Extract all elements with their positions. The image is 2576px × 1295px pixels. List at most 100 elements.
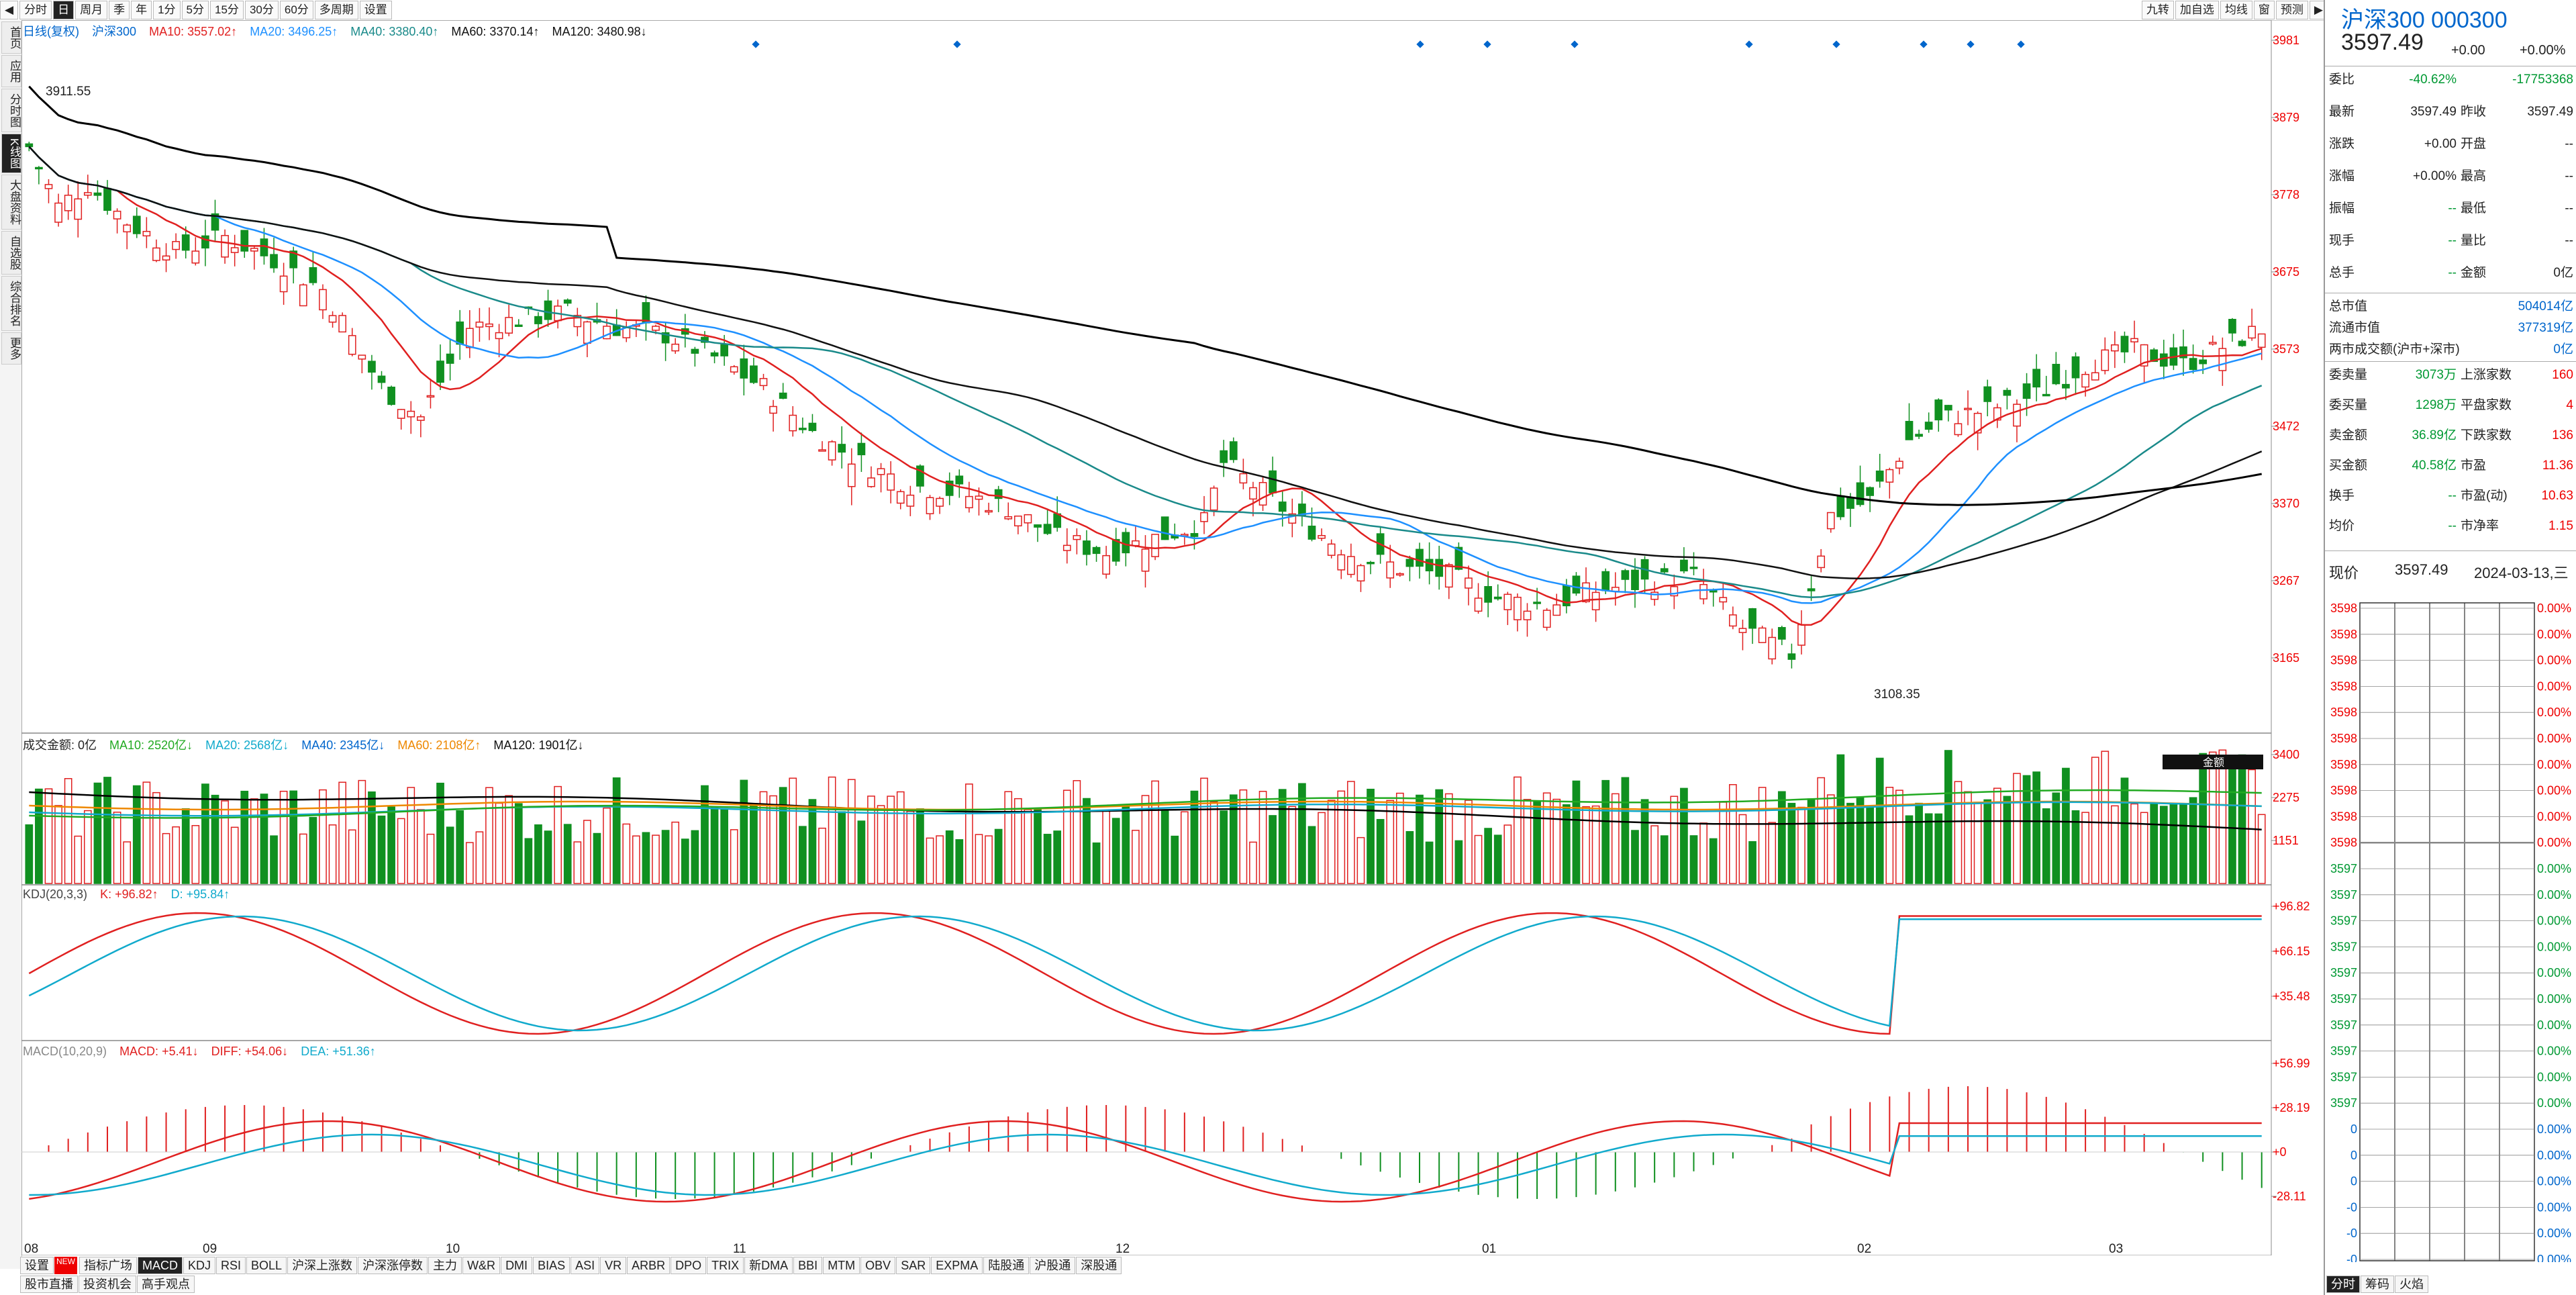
indicator-tab-6[interactable]: 沪深上涨数 bbox=[287, 1257, 358, 1274]
quote-row: 委买量 1298万 平盘家数 4 bbox=[2329, 395, 2573, 416]
toolbar-right-btn-4[interactable]: 预测 bbox=[2275, 1, 2308, 19]
candle-body bbox=[2150, 349, 2159, 363]
indicator-tab-14[interactable]: ARBR bbox=[627, 1257, 671, 1274]
candle-body bbox=[1318, 534, 1326, 539]
period-btn-5[interactable]: 1分 bbox=[153, 1, 181, 19]
quote-label: 涨幅 bbox=[2329, 169, 2355, 183]
candle-body bbox=[994, 489, 1003, 499]
indicator-tab-9[interactable]: W&R bbox=[462, 1257, 501, 1274]
left-nav-item-1[interactable]: 应用 bbox=[1, 55, 21, 87]
info-tab-0[interactable]: 股市直播 bbox=[20, 1276, 78, 1293]
mini-left-label: 3597 bbox=[2330, 1018, 2357, 1032]
intraday-mini-chart[interactable]: 3598 0.00% 3598 0.00% 3598 0.00% 3598 0.00% 3598… bbox=[2325, 591, 2576, 1262]
period-btn-4[interactable]: 年 bbox=[131, 1, 152, 19]
indicator-tab-1[interactable]: 指标广场 bbox=[79, 1257, 137, 1274]
macd-diff-line bbox=[29, 1120, 2262, 1203]
quote-label-2: 最低 bbox=[2461, 201, 2487, 215]
quote-value-2: -- bbox=[2565, 234, 2573, 248]
info-tab-1[interactable]: 投资机会 bbox=[79, 1276, 136, 1293]
volume-bar bbox=[407, 787, 415, 884]
left-nav-item-3[interactable]: K线图 bbox=[1, 134, 21, 174]
indicator-tab-13[interactable]: VR bbox=[600, 1257, 627, 1274]
period-btn-9[interactable]: 60分 bbox=[279, 1, 313, 19]
mini-tab-0[interactable]: 分时 bbox=[2326, 1276, 2360, 1293]
indicator-tab-22[interactable]: EXPMA bbox=[931, 1257, 983, 1274]
toolbar-back-icon[interactable]: ◀ bbox=[0, 1, 19, 19]
volume-bar bbox=[1209, 801, 1218, 884]
indicator-tab-5[interactable]: BOLL bbox=[246, 1257, 287, 1274]
indicator-tab-4[interactable]: RSI bbox=[216, 1257, 246, 1274]
volume-bar bbox=[1454, 840, 1463, 884]
indicator-tab-18[interactable]: BBI bbox=[793, 1257, 823, 1274]
mini-tab-1[interactable]: 筹码 bbox=[2361, 1276, 2394, 1293]
candle-body bbox=[2003, 389, 2012, 396]
indicator-tab-15[interactable]: DPO bbox=[671, 1257, 707, 1274]
mini-left-label: 3597 bbox=[2330, 888, 2357, 902]
volume-bar bbox=[691, 830, 699, 884]
quote-value-2: 4 bbox=[2566, 398, 2573, 412]
mini-right-label: 0.00% bbox=[2537, 1227, 2571, 1240]
volume-bar bbox=[152, 792, 160, 884]
period-btn-7[interactable]: 15分 bbox=[210, 1, 244, 19]
indicator-tab-7[interactable]: 沪深涨停数 bbox=[358, 1257, 428, 1274]
x-axis-label: 12 bbox=[1116, 1242, 1130, 1255]
period-btn-10[interactable]: 多周期 bbox=[314, 1, 358, 19]
indicator-tab-11[interactable]: BIAS bbox=[533, 1257, 571, 1274]
period-btn-6[interactable]: 5分 bbox=[181, 1, 209, 19]
period-btn-8[interactable]: 30分 bbox=[244, 1, 279, 19]
info-tab-2[interactable]: 高手观点 bbox=[137, 1276, 195, 1293]
indicator-tab-24[interactable]: 沪股通 bbox=[1030, 1257, 1076, 1274]
indicator-tab-10[interactable]: DMI bbox=[501, 1257, 533, 1274]
indicator-tab-0[interactable]: 设置 bbox=[20, 1257, 54, 1274]
indicator-tab-19[interactable]: MTM bbox=[823, 1257, 860, 1274]
quote-value-2: -- bbox=[2565, 137, 2573, 151]
candle-body bbox=[867, 477, 875, 487]
period-btn-2[interactable]: 周月 bbox=[75, 1, 108, 19]
period-btn-3[interactable]: 季 bbox=[109, 1, 130, 19]
indicator-tab-12[interactable]: ASI bbox=[571, 1257, 600, 1274]
volume-bar bbox=[1993, 787, 2001, 884]
toolbar-right-btn-2[interactable]: 均线 bbox=[2220, 1, 2252, 19]
indicator-tab-17[interactable]: 新DMA bbox=[744, 1257, 793, 1274]
candle-body bbox=[1738, 628, 1747, 633]
left-nav-item-2[interactable]: 分时图 bbox=[1, 89, 21, 132]
indicator-tab-23[interactable]: 陆股通 bbox=[983, 1257, 1030, 1274]
candle-body bbox=[563, 299, 572, 304]
left-nav-item-7[interactable]: 更多 bbox=[1, 332, 21, 365]
mini-left-label: 3598 bbox=[2330, 732, 2357, 745]
left-nav-item-6[interactable]: 综合排名 bbox=[1, 276, 21, 332]
volume-bar bbox=[1758, 787, 1767, 884]
indicator-tab-16[interactable]: TRIX bbox=[707, 1257, 744, 1274]
x-axis-label: 02 bbox=[1857, 1242, 1871, 1255]
quote-value-2: 11.36 bbox=[2542, 459, 2573, 473]
period-btn-1[interactable]: 日 bbox=[53, 1, 75, 19]
period-btn-11[interactable]: 设置 bbox=[359, 1, 392, 19]
volume-bar bbox=[142, 781, 151, 884]
candle-body bbox=[1209, 487, 1218, 511]
mini-right-label: 0.00% bbox=[2537, 1096, 2571, 1110]
left-nav-item-5[interactable]: 自选股 bbox=[1, 231, 21, 275]
candle-body bbox=[887, 473, 895, 491]
candle-body bbox=[1024, 514, 1032, 524]
indicator-tab-20[interactable]: OBV bbox=[860, 1257, 896, 1274]
quote-label-2: 市盈(动) bbox=[2461, 489, 2508, 503]
now-label: 现价 bbox=[2329, 565, 2359, 581]
mini-tab-2[interactable]: 火焰 bbox=[2395, 1276, 2428, 1293]
volume-bar bbox=[916, 808, 924, 884]
toolbar-right-btn-1[interactable]: 加自选 bbox=[2175, 1, 2219, 19]
left-nav-item-0[interactable]: 首页 bbox=[1, 21, 21, 54]
indicator-tab-3[interactable]: KDJ bbox=[183, 1257, 216, 1274]
indicator-tab-21[interactable]: SAR bbox=[896, 1257, 931, 1274]
toolbar-right-btn-0[interactable]: 九转 bbox=[2141, 1, 2174, 19]
indicator-tab-25[interactable]: 深股通 bbox=[1076, 1257, 1122, 1274]
candle-body bbox=[2248, 326, 2256, 339]
kline-chart-area[interactable]: 3981 3879 3778 3675 3573 3472 3370 3267 3165 3400… bbox=[21, 20, 2324, 1255]
volume-bar bbox=[985, 835, 993, 884]
left-nav-item-4[interactable]: 大盘资料 bbox=[1, 175, 21, 230]
toolbar-right-btn-3[interactable]: 窗 bbox=[2253, 1, 2275, 19]
volume-bar bbox=[1885, 786, 1894, 884]
period-btn-0[interactable]: 分时 bbox=[19, 1, 52, 19]
mini-left-label: 3597 bbox=[2330, 940, 2357, 953]
indicator-tab-2[interactable]: MACD bbox=[138, 1257, 183, 1274]
indicator-tab-8[interactable]: 主力 bbox=[428, 1257, 462, 1274]
